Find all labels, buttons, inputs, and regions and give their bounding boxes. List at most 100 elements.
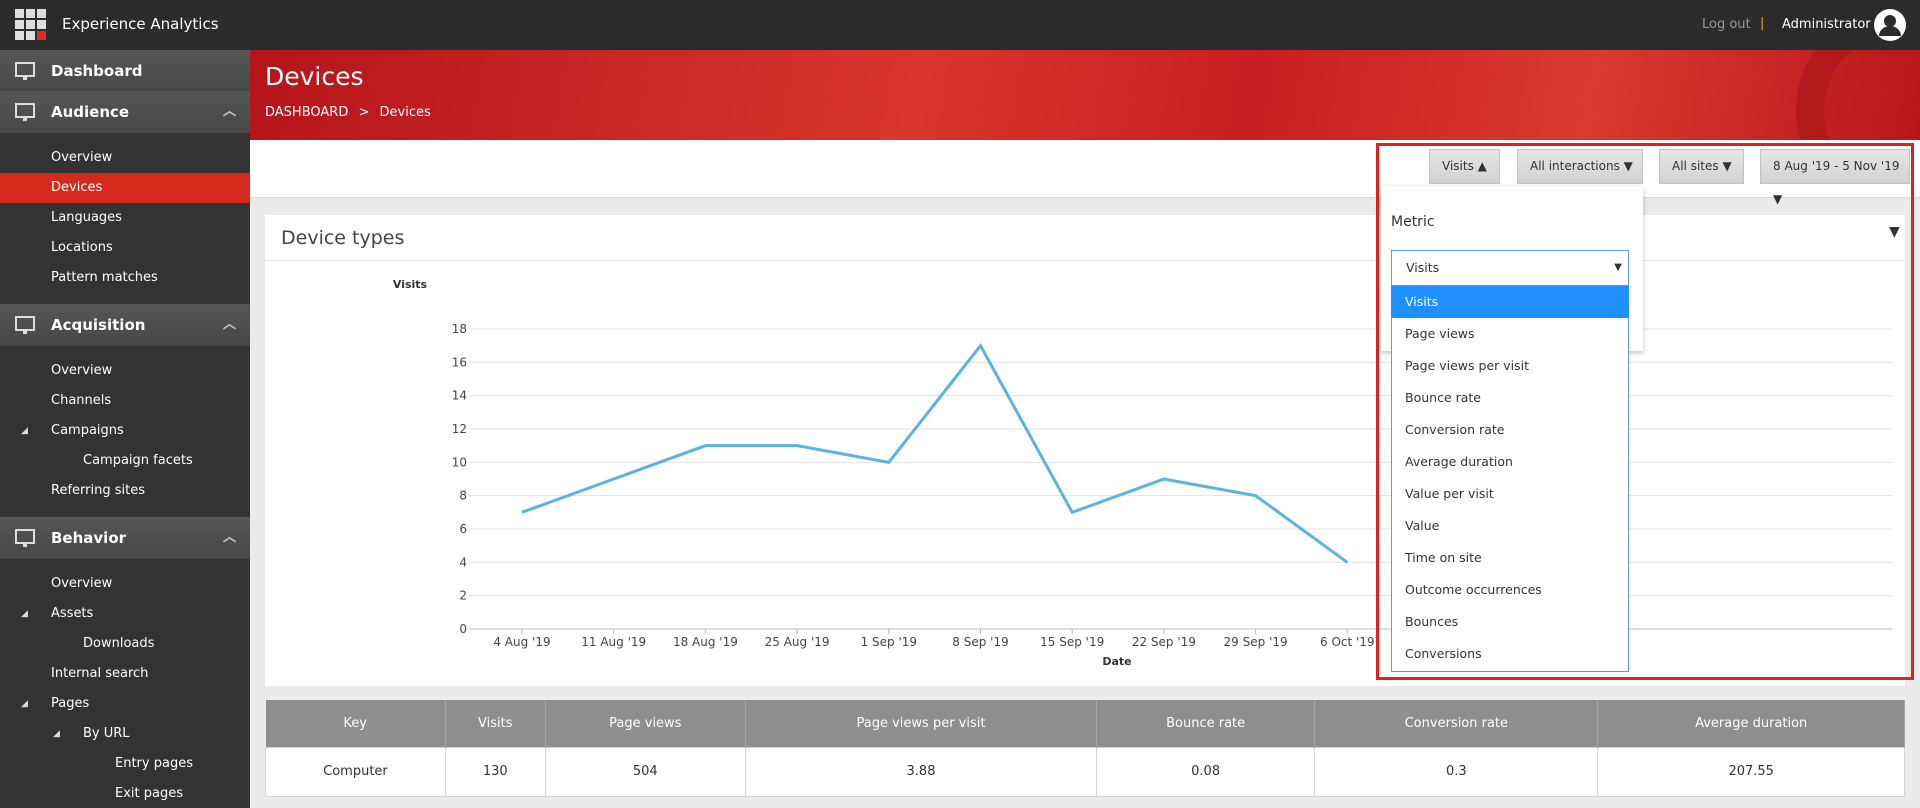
collapse-icon: ︿ xyxy=(222,317,236,332)
button-label: All interactions xyxy=(1530,159,1620,173)
nav-label: Campaign facets xyxy=(83,453,193,468)
selected-value: Visits xyxy=(1406,260,1440,275)
nav-header[interactable]: Audience ︿ xyxy=(0,91,250,133)
x-tick-label: 6 Oct '19 xyxy=(1320,635,1375,649)
nav-item[interactable]: Channels xyxy=(0,386,250,416)
expand-icon: ◢ xyxy=(53,729,60,739)
nav-item[interactable]: Entry pages xyxy=(0,749,250,779)
nav-item[interactable]: Pattern matches xyxy=(0,263,250,293)
separator: | xyxy=(1760,16,1765,31)
nav-label: Referring sites xyxy=(51,483,145,498)
sites-button[interactable]: All sites ▼ xyxy=(1659,149,1744,184)
nav-item[interactable]: Downloads xyxy=(0,629,250,659)
expand-icon: ◢ xyxy=(21,426,28,436)
nav-item[interactable]: ◢ Pages xyxy=(0,689,250,719)
nav-label: Campaigns xyxy=(51,423,124,438)
table-cell: Computer xyxy=(265,746,446,797)
y-tick-label: 8 xyxy=(459,489,467,503)
sidebar: Dashboard Audience ︿ Overview Devices Languag… xyxy=(0,50,250,808)
options-list xyxy=(1391,285,1629,672)
x-tick-label: 4 Aug '19 xyxy=(493,635,550,649)
nav-item[interactable]: Devices xyxy=(0,173,250,203)
collapse-icon: ︿ xyxy=(222,104,236,119)
nav-item[interactable]: ◢ By URL xyxy=(0,719,250,749)
nav-item[interactable]: Exit pages xyxy=(0,779,250,808)
x-tick-label: 8 Sep '19 xyxy=(952,635,1008,649)
dropdown-option[interactable]: Bounces xyxy=(1405,614,1459,629)
nav-header[interactable]: Acquisition ︿ xyxy=(0,304,250,346)
dropdown-option[interactable]: Value per visit xyxy=(1405,486,1494,501)
x-tick-label: 18 Aug '19 xyxy=(673,635,738,649)
nav-item[interactable]: Locations xyxy=(0,233,250,263)
breadcrumb-link[interactable]: DASHBOARD xyxy=(265,105,349,120)
y-tick-label: 6 xyxy=(459,522,467,536)
logout-link[interactable]: Log out xyxy=(1702,17,1751,32)
column-header: Conversion rate xyxy=(1314,700,1599,747)
expand-icon: ◢ xyxy=(21,609,28,619)
y-tick-label: 16 xyxy=(452,355,467,369)
table-cell: 3.88 xyxy=(744,746,1098,797)
user-name[interactable]: Administrator xyxy=(1782,17,1871,32)
nav-item[interactable]: Internal search xyxy=(0,659,250,689)
dropdown-option[interactable]: Conversion rate xyxy=(1405,422,1505,437)
collapse-toggle[interactable]: ▼ xyxy=(1889,224,1900,240)
logo xyxy=(15,9,46,40)
nav-item[interactable]: ◢ Campaigns xyxy=(0,416,250,446)
nav-item[interactable]: ◢ Assets xyxy=(0,599,250,629)
nav-item[interactable]: Languages xyxy=(0,203,250,233)
nav-icon xyxy=(15,529,35,547)
nav-header[interactable]: Behavior ︿ xyxy=(0,517,250,559)
nav-header-label: Audience xyxy=(51,103,130,121)
nav-header-label: Acquisition xyxy=(51,316,146,334)
x-tick-label: 22 Sep '19 xyxy=(1132,635,1196,649)
nav-label: Locations xyxy=(51,240,113,255)
y-tick-label: 10 xyxy=(452,455,467,469)
y-axis-label: Visits xyxy=(393,278,428,291)
y-tick-label: 0 xyxy=(459,622,467,636)
nav-label: Entry pages xyxy=(115,756,193,771)
app-title: Experience Analytics xyxy=(62,15,219,33)
data-line xyxy=(521,342,1349,564)
nav-header-label: Behavior xyxy=(51,529,127,547)
x-tick-label: 15 Sep '19 xyxy=(1040,635,1104,649)
card-title: Device types xyxy=(281,227,405,249)
interactions-button[interactable]: All interactions ▼ xyxy=(1517,149,1643,184)
dropdown-option[interactable]: Outcome occurrences xyxy=(1405,582,1542,597)
dropdown-option[interactable]: Page views per visit xyxy=(1405,358,1529,373)
expand-icon: ◢ xyxy=(21,699,28,709)
nav-item[interactable]: Campaign facets xyxy=(0,446,250,476)
decoration xyxy=(1796,50,1854,140)
button-label: All sites xyxy=(1672,159,1719,173)
y-tick-label: 18 xyxy=(452,322,467,336)
date-button[interactable]: 8 Aug '19 - 5 Nov '19 ▼ xyxy=(1760,149,1910,206)
nav-item[interactable]: Overview xyxy=(0,356,250,386)
top-bar: Experience Analytics Log out | Administr… xyxy=(0,0,1920,50)
nav-label: Pages xyxy=(51,696,90,711)
dropdown-option[interactable]: Average duration xyxy=(1405,454,1513,469)
dropdown-option[interactable]: Visits xyxy=(1391,286,1629,318)
dropdown-option[interactable]: Time on site xyxy=(1405,550,1482,565)
metric-button[interactable]: Visits ▲ xyxy=(1429,149,1500,184)
divider xyxy=(265,260,1905,261)
collapse-icon: ︿ xyxy=(222,530,236,545)
nav-header-label: Dashboard xyxy=(51,62,143,80)
nav-item[interactable]: Overview xyxy=(0,569,250,599)
button-label: Visits xyxy=(1442,159,1474,173)
metric-label: Metric xyxy=(1391,214,1435,230)
dropdown-option[interactable]: Conversions xyxy=(1405,646,1482,661)
breadcrumb: DASHBOARD > Devices xyxy=(265,105,431,120)
avatar[interactable] xyxy=(1873,8,1907,42)
nav-label: Overview xyxy=(51,150,113,165)
y-tick-label: 4 xyxy=(459,555,467,569)
dropdown-option[interactable]: Value xyxy=(1405,518,1440,533)
nav-label: Overview xyxy=(51,576,113,591)
column-header: Page views per visit xyxy=(745,700,1098,747)
dropdown-option[interactable]: Bounce rate xyxy=(1405,390,1481,405)
table-cell: 130 xyxy=(444,746,546,797)
nav-label: Overview xyxy=(51,363,113,378)
nav-header[interactable]: Dashboard xyxy=(0,50,250,91)
nav-item[interactable]: Referring sites xyxy=(0,476,250,506)
dropdown-option[interactable]: Page views xyxy=(1405,326,1475,341)
nav-item[interactable]: Overview xyxy=(0,143,250,173)
breadcrumb-current: Devices xyxy=(379,105,431,120)
